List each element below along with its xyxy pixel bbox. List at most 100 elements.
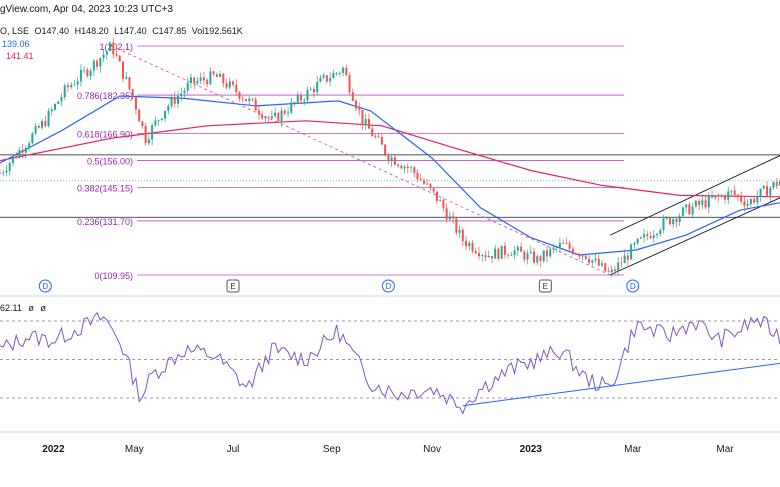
candle-body (749, 199, 752, 205)
candle-body (478, 253, 481, 257)
candle-body (8, 162, 11, 171)
candle-body (448, 216, 451, 220)
candle-body (636, 238, 639, 244)
candle-body (99, 58, 102, 67)
candle-body (257, 110, 260, 115)
candle-body (57, 101, 60, 104)
candle-body (167, 106, 170, 111)
candle-body (105, 51, 108, 55)
candle-body (714, 195, 717, 198)
candle-body (177, 95, 180, 104)
dividend-marker-label: D (385, 282, 391, 291)
candle-body (37, 125, 40, 128)
candle-body (740, 196, 743, 202)
candle-body (147, 139, 150, 144)
channel-lower-line (609, 197, 780, 276)
candle-body (144, 126, 147, 144)
high-value: H148.20 (74, 26, 109, 36)
x-axis-tick-label: 2023 (520, 444, 543, 455)
candle-body (465, 241, 468, 247)
candle-body (639, 237, 642, 239)
candle-body (367, 119, 370, 129)
candle-body (248, 98, 251, 102)
candle-body (730, 190, 733, 192)
candle-body (581, 255, 584, 257)
candle-body (435, 191, 438, 202)
candle-body (228, 81, 231, 88)
ma-red-label: 141.41 (6, 51, 34, 61)
candle-body (422, 180, 425, 184)
candle-body (287, 112, 290, 114)
fib-label: 0.786(182.35) (77, 91, 133, 101)
candle-body (643, 234, 646, 238)
candle-body (698, 201, 701, 205)
rsi-trendline (462, 362, 780, 407)
candle-body (335, 72, 338, 74)
candle-body (351, 92, 354, 101)
dashed-trendline (111, 45, 611, 276)
candle-body (701, 200, 704, 205)
candle-body (452, 216, 455, 219)
x-axis-tick-label: May (125, 444, 144, 455)
candle-body (445, 208, 448, 220)
candle-body (484, 255, 487, 258)
candle-body (173, 97, 176, 104)
candle-body (283, 110, 286, 114)
candle-body (222, 73, 225, 84)
x-axis-tick-label: Mar (716, 444, 734, 455)
candle-body (552, 247, 555, 249)
low-value: L147.40 (114, 26, 147, 36)
candle-body (215, 74, 218, 77)
candle-body (41, 121, 44, 128)
candle-body (34, 125, 37, 134)
candle-body (523, 251, 526, 260)
candle-body (743, 201, 746, 206)
candle-body (251, 98, 254, 100)
candle-body (329, 78, 332, 82)
candle-body (652, 235, 655, 239)
candle-body (63, 85, 66, 98)
candle-body (762, 185, 765, 189)
candle-body (303, 100, 306, 102)
candle-body (134, 97, 137, 110)
candle-body (79, 69, 82, 82)
candle-body (600, 263, 603, 266)
candle-body (439, 200, 442, 202)
rsi-extra-1: ø (28, 303, 34, 313)
candle-body (277, 112, 280, 121)
candle-body (241, 98, 244, 100)
candle-body (319, 77, 322, 82)
candle-body (83, 69, 86, 71)
dividend-marker-label: D (42, 282, 48, 291)
candle-body (533, 251, 536, 263)
candle-body (261, 114, 264, 119)
candle-body (733, 190, 736, 195)
candle-body (342, 67, 345, 73)
rsi-value: 62.11 (0, 303, 22, 313)
chart-source: gView.com, Apr 04, 2023 10:23 UTC+3 (0, 4, 173, 15)
candle-body (717, 195, 720, 197)
candle-body (141, 121, 144, 127)
candle-body (507, 254, 510, 256)
dividend-marker-label: D (630, 282, 636, 291)
candle-body (160, 118, 163, 121)
candle-body (193, 77, 196, 84)
candle-body (545, 250, 548, 257)
candle-body (206, 80, 209, 85)
candle-body (151, 125, 154, 140)
candle-body (393, 157, 396, 165)
candle-body (685, 204, 688, 208)
candle-body (387, 154, 390, 162)
candle-body (11, 156, 14, 163)
candle-body (675, 218, 678, 223)
candle-body (416, 172, 419, 180)
candle-body (413, 167, 416, 173)
candle-body (400, 165, 403, 169)
candle-body (455, 218, 458, 233)
candle-body (371, 128, 374, 137)
candle-body (312, 88, 315, 93)
fib-label: 0.5(156.00) (87, 157, 133, 167)
candle-body (539, 256, 542, 262)
candle-body (481, 255, 484, 257)
candle-body (50, 109, 53, 112)
